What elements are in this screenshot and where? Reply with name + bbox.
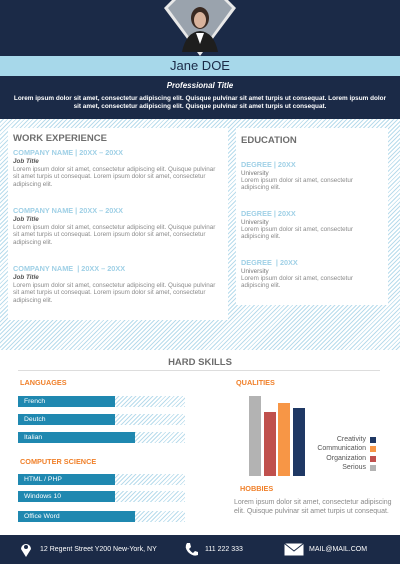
- skill-heading: QUALITIES: [236, 378, 275, 387]
- legend-label: Organization: [326, 454, 366, 462]
- phone: 111 222 333: [205, 546, 243, 553]
- company: COMPANY NAME | 20XX – 20XX: [13, 148, 124, 157]
- job-title: Job Title: [13, 216, 39, 223]
- quality-bar: [278, 403, 290, 476]
- description: Lorem ipsum dolor sit amet, consectetur …: [241, 226, 353, 241]
- summary: Lorem ipsum dolor sit amet, consectetur …: [13, 95, 387, 110]
- description: Lorem ipsum dolor sit amet, consectetur …: [241, 275, 353, 290]
- quality-bar: [292, 408, 305, 476]
- quality-bar: [263, 412, 276, 476]
- photo: [164, 0, 236, 56]
- address: 12 Regent Street Y200 New-York, NY: [40, 546, 157, 553]
- legend-swatch: [370, 446, 376, 453]
- skill-level: [18, 474, 115, 485]
- legend-label: Communication: [317, 445, 366, 453]
- work-box: [8, 128, 228, 320]
- description: Lorem ipsum dolor sit amet, consectetur …: [13, 166, 216, 188]
- name: Jane DOE: [170, 58, 230, 73]
- legend-label: Creativity: [336, 436, 366, 443]
- pin-icon: [21, 544, 31, 557]
- legend-swatch: [370, 437, 376, 443]
- professional-title: Professional Title: [166, 81, 234, 90]
- legend-swatch: [370, 455, 376, 462]
- school: University: [241, 268, 269, 275]
- footer-bg: [0, 535, 400, 564]
- skill-level: [18, 511, 135, 522]
- company: COMPANY NAME | 20XX – 20XX: [13, 206, 124, 215]
- description: Lorem ipsum dolor sit amet, consectetur …: [241, 177, 353, 192]
- description: Lorem ipsum dolor sit amet, consectetur …: [13, 282, 216, 304]
- hobbies-text: Lorem ipsum dolor sit amet, consectetur …: [234, 499, 392, 515]
- skill-level: [18, 414, 115, 425]
- company: COMPANY NAME | 20XX – 20XX: [13, 264, 126, 273]
- skill-heading: COMPUTER SCIENCE: [20, 457, 97, 466]
- legend-swatch: [370, 464, 376, 471]
- skill-name: Italian: [24, 434, 43, 441]
- skill-name: Deutch: [24, 416, 46, 423]
- skill-name: French: [24, 398, 46, 405]
- section-title: HARD SKILLS: [168, 357, 232, 368]
- skill-name: HTML / PHP: [24, 476, 62, 483]
- degree: DEGREE | 20XX: [241, 160, 296, 169]
- skill-name: Windows 10: [24, 493, 62, 500]
- skill-heading: HOBBIES: [240, 484, 274, 493]
- quality-bar: [249, 396, 261, 476]
- skill-level: [18, 432, 135, 443]
- skill-level: [18, 396, 115, 407]
- divider: [18, 370, 380, 371]
- school: University: [241, 170, 269, 177]
- education-box: [236, 128, 388, 305]
- job-title: Job Title: [13, 274, 39, 281]
- skill-level: [18, 491, 115, 502]
- section-title: EDUCATION: [241, 135, 297, 146]
- section-title: WORK EXPERIENCE: [13, 133, 107, 144]
- description: Lorem ipsum dolor sit amet, consectetur …: [13, 224, 216, 246]
- legend-label: Serious: [342, 463, 366, 471]
- skill-name: Office Word: [24, 513, 60, 520]
- degree: DEGREE | 20XX: [241, 258, 298, 267]
- skill-heading: LANGUAGES: [20, 378, 67, 387]
- phone-icon: [185, 543, 198, 556]
- name-band: [0, 56, 400, 76]
- school: University: [241, 219, 269, 226]
- mail-icon: [284, 543, 304, 556]
- email: MAIL@MAIL.COM: [309, 546, 368, 553]
- degree: DEGREE | 20XX: [241, 209, 296, 218]
- job-title: Job Title: [13, 158, 39, 165]
